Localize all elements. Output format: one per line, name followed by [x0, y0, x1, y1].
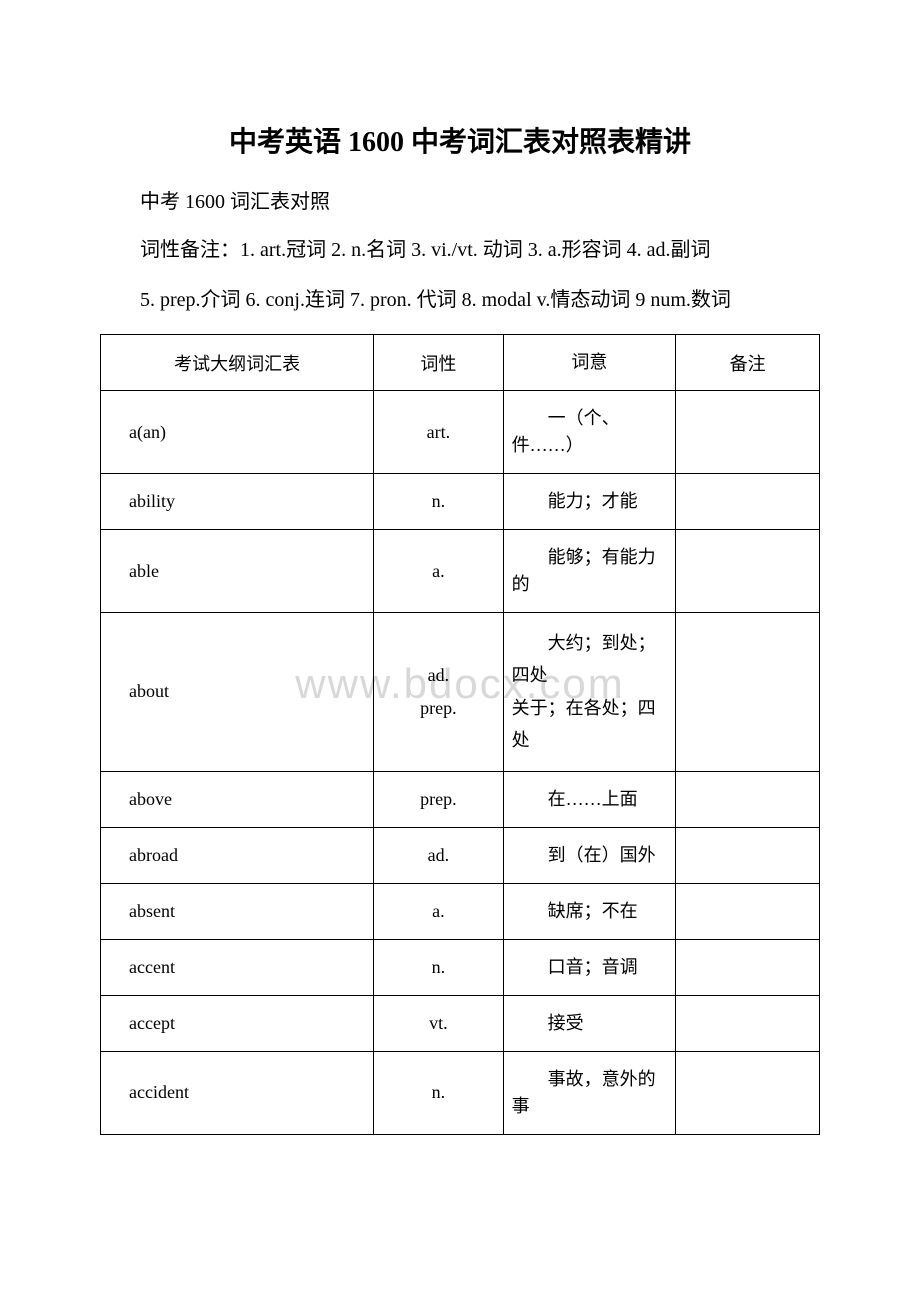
cell-meaning: 到（在）国外: [503, 827, 676, 883]
cell-pos: prep.: [374, 771, 503, 827]
header-word: 考试大纲词汇表: [101, 335, 374, 391]
cell-word: ability: [101, 474, 374, 530]
cell-word: absent: [101, 883, 374, 939]
table-row: about ad.prep. 大约；到处；四处关于；在各处；四处: [101, 613, 820, 772]
cell-meaning: 能力；才能: [503, 474, 676, 530]
cell-remark: [676, 883, 820, 939]
cell-remark: [676, 530, 820, 613]
cell-pos: n.: [374, 1051, 503, 1134]
table-row: abroad ad. 到（在）国外: [101, 827, 820, 883]
page-content: 中考英语 1600 中考词汇表对照表精讲 中考 1600 词汇表对照 词性备注：…: [100, 120, 820, 1135]
cell-word: accent: [101, 939, 374, 995]
table-row: accept vt. 接受: [101, 995, 820, 1051]
cell-remark: [676, 771, 820, 827]
cell-pos: ad.prep.: [374, 613, 503, 772]
cell-pos: n.: [374, 939, 503, 995]
subtitle: 中考 1600 词汇表对照: [100, 185, 820, 214]
header-pos: 词性: [374, 335, 503, 391]
cell-remark: [676, 613, 820, 772]
cell-remark: [676, 1051, 820, 1134]
header-meaning: 词意: [503, 335, 676, 391]
table-row: above prep. 在……上面: [101, 771, 820, 827]
cell-word: abroad: [101, 827, 374, 883]
table-row: ability n. 能力；才能: [101, 474, 820, 530]
table-body: a(an) art. 一（个、件……） ability n. 能力；才能 abl…: [101, 391, 820, 1135]
cell-pos: a.: [374, 883, 503, 939]
page-title: 中考英语 1600 中考词汇表对照表精讲: [100, 120, 820, 160]
cell-meaning: 事故，意外的事: [503, 1051, 676, 1134]
cell-meaning: 一（个、件……）: [503, 391, 676, 474]
table-header-row: 考试大纲词汇表 词性 词意 备注: [101, 335, 820, 391]
table-row: absent a. 缺席；不在: [101, 883, 820, 939]
cell-word: about: [101, 613, 374, 772]
header-remark: 备注: [676, 335, 820, 391]
pos-note-1: 词性备注：1. art.冠词 2. n.名词 3. vi./vt. 动词 3. …: [100, 234, 820, 266]
cell-word: able: [101, 530, 374, 613]
cell-meaning: 口音；音调: [503, 939, 676, 995]
cell-remark: [676, 827, 820, 883]
table-row: a(an) art. 一（个、件……）: [101, 391, 820, 474]
vocabulary-table: 考试大纲词汇表 词性 词意 备注 a(an) art. 一（个、件……） abi…: [100, 334, 820, 1135]
cell-word: a(an): [101, 391, 374, 474]
cell-meaning: 缺席；不在: [503, 883, 676, 939]
table-row: able a. 能够；有能力的: [101, 530, 820, 613]
cell-pos: ad.: [374, 827, 503, 883]
cell-word: accept: [101, 995, 374, 1051]
cell-meaning: 接受: [503, 995, 676, 1051]
cell-remark: [676, 939, 820, 995]
cell-word: accident: [101, 1051, 374, 1134]
cell-pos: n.: [374, 474, 503, 530]
cell-meaning: 在……上面: [503, 771, 676, 827]
cell-remark: [676, 995, 820, 1051]
cell-meaning: 大约；到处；四处关于；在各处；四处: [503, 613, 676, 772]
cell-pos: a.: [374, 530, 503, 613]
cell-meaning: 能够；有能力的: [503, 530, 676, 613]
cell-pos: art.: [374, 391, 503, 474]
pos-note-2: 5. prep.介词 6. conj.连词 7. pron. 代词 8. mod…: [100, 284, 820, 316]
table-row: accent n. 口音；音调: [101, 939, 820, 995]
cell-remark: [676, 391, 820, 474]
cell-pos: vt.: [374, 995, 503, 1051]
cell-remark: [676, 474, 820, 530]
table-row: accident n. 事故，意外的事: [101, 1051, 820, 1134]
cell-word: above: [101, 771, 374, 827]
